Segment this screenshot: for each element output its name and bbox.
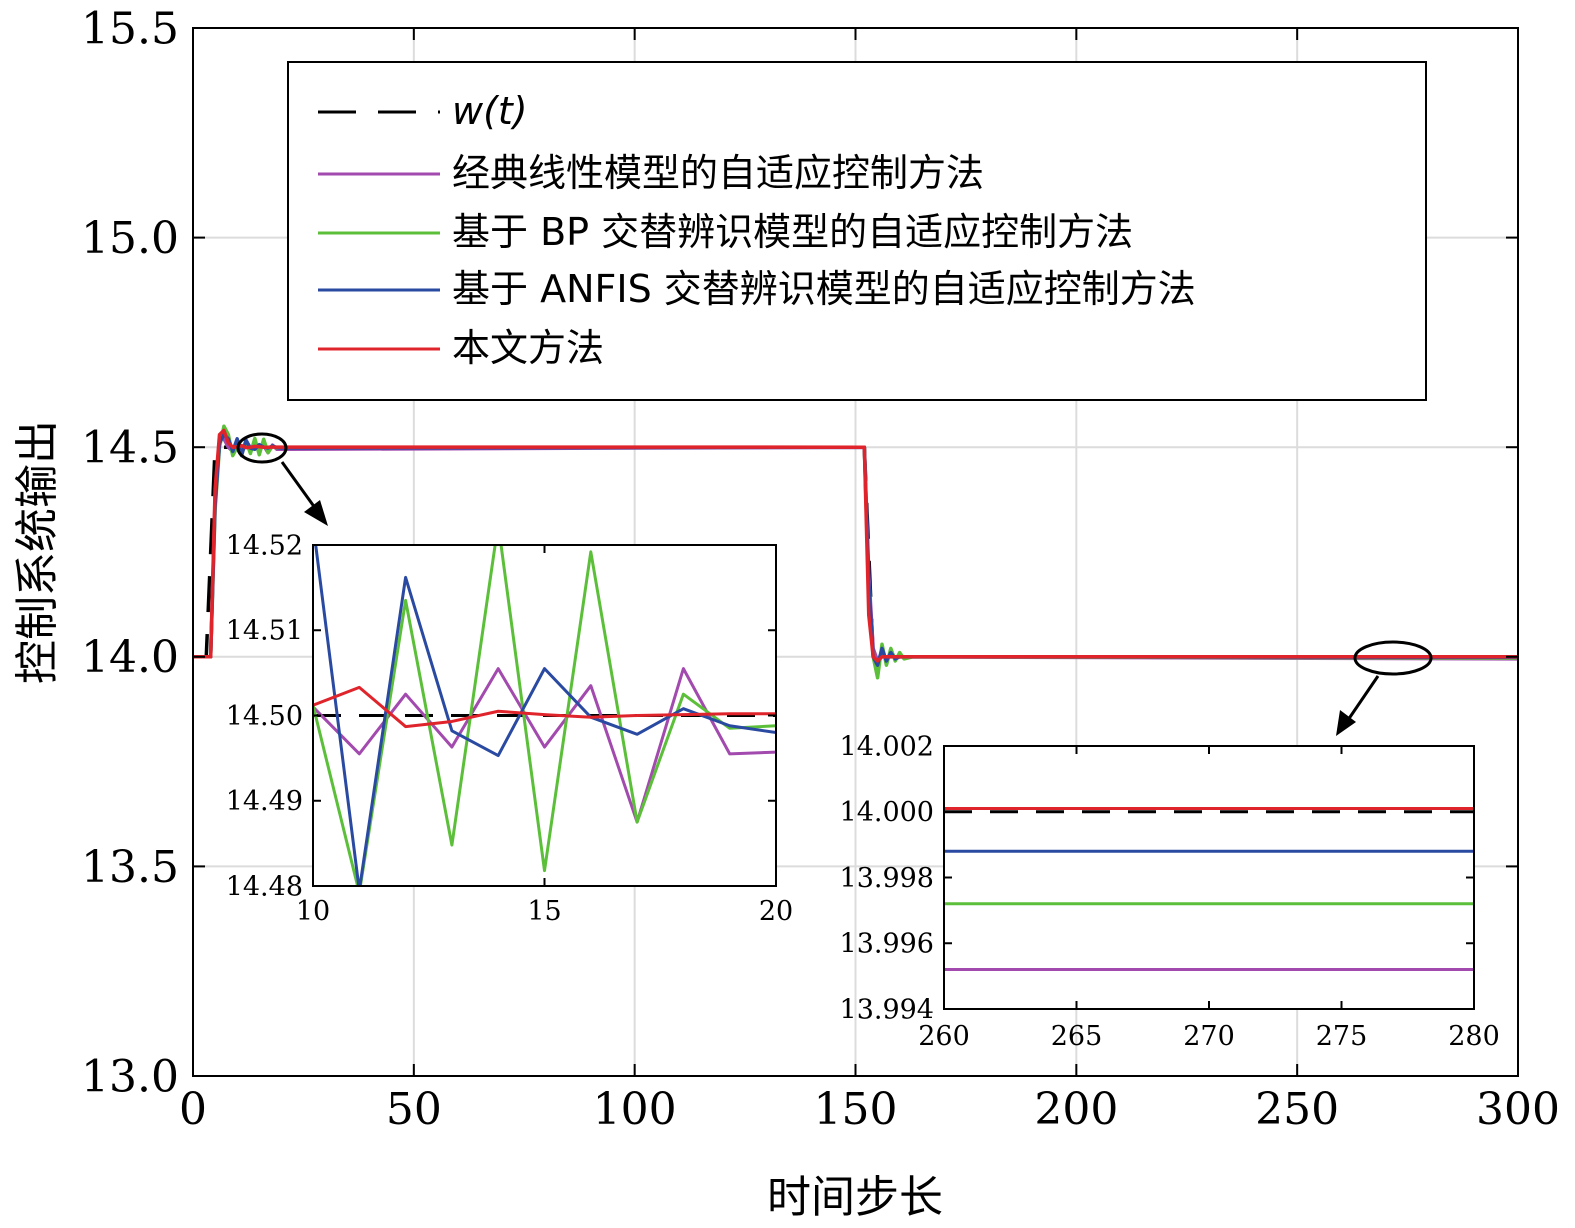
legend-label-classic: 经典线性模型的自适应控制方法 bbox=[452, 151, 984, 195]
zoom-annotations bbox=[236, 432, 1433, 736]
x-tick-label: 150 bbox=[814, 1084, 898, 1135]
main-plot-frame bbox=[192, 27, 1519, 1077]
y-tick-label: 13.5 bbox=[81, 842, 179, 893]
inset-right-frame bbox=[943, 745, 1475, 1010]
legend-label-proposed: 本文方法 bbox=[452, 326, 604, 370]
legend-label-bp: 基于 BP 交替辨识模型的自适应控制方法 bbox=[452, 210, 1133, 254]
zoom-ellipse-left bbox=[236, 432, 288, 464]
y-tick-label: 13.996 bbox=[840, 929, 934, 960]
y-tick-label: 14.48 bbox=[226, 871, 303, 902]
x-tick-label: 200 bbox=[1034, 1084, 1118, 1135]
y-tick-label: 13.994 bbox=[840, 994, 934, 1025]
y-tick-label: 14.002 bbox=[840, 731, 934, 762]
inset-left: 10 15 20 14.48 14.49 14.50 14.51 14.52 bbox=[226, 530, 793, 927]
y-tick-label: 14.50 bbox=[226, 701, 303, 732]
y-tick-label: 14.52 bbox=[226, 530, 303, 561]
x-tick-label: 20 bbox=[759, 896, 793, 927]
x-tick-label: 260 bbox=[918, 1021, 970, 1052]
y-tick-label: 13.0 bbox=[81, 1051, 179, 1102]
x-tick-label: 0 bbox=[179, 1084, 207, 1135]
inset-left-series-group bbox=[313, 545, 776, 886]
inset-right-series-group bbox=[944, 806, 1474, 972]
series-line-proposed bbox=[193, 428, 1518, 663]
y-tick-label: 15.0 bbox=[81, 213, 179, 264]
y-tick-label: 15.5 bbox=[81, 3, 179, 54]
x-tick-label: 280 bbox=[1448, 1021, 1500, 1052]
legend-box bbox=[287, 61, 1427, 401]
legend: w(t) 经典线性模型的自适应控制方法 基于 BP 交替辨识模型的自适应控制方法… bbox=[287, 61, 1427, 401]
legend-label-anfis: 基于 ANFIS 交替辨识模型的自适应控制方法 bbox=[452, 267, 1196, 311]
zoom-arrow-left bbox=[280, 461, 320, 513]
x-axis-label: 时间步长 bbox=[767, 1172, 943, 1223]
series-line-proposed bbox=[313, 685, 776, 729]
x-tick-label: 270 bbox=[1183, 1021, 1235, 1052]
series-line-bp bbox=[313, 545, 776, 886]
y-tick-label: 14.51 bbox=[226, 616, 303, 647]
inset-right-background bbox=[944, 746, 1474, 1009]
main-series-group bbox=[193, 424, 1518, 680]
x-tick-label: 15 bbox=[527, 896, 561, 927]
zoom-ellipse-right bbox=[1353, 640, 1433, 676]
legend-label-reference: w(t) bbox=[452, 89, 528, 133]
zoom-arrowhead-left bbox=[304, 500, 328, 526]
inset-left-frame bbox=[312, 544, 777, 887]
x-tick-label: 275 bbox=[1316, 1021, 1368, 1052]
zoom-arrow-right bbox=[1346, 675, 1380, 721]
y-axis-label: 控制系统输出 bbox=[12, 420, 63, 684]
zoom-arrowhead-right bbox=[1336, 710, 1356, 736]
x-tick-label: 250 bbox=[1255, 1084, 1339, 1135]
y-tick-label: 14.49 bbox=[226, 786, 303, 817]
y-tick-label: 14.000 bbox=[840, 797, 934, 828]
x-tick-label: 50 bbox=[386, 1084, 442, 1135]
x-tick-label: 10 bbox=[296, 896, 330, 927]
inset-right: 260 265 270 275 280 13.994 13.996 13.998 14.000 1… bbox=[840, 731, 1500, 1052]
y-tick-label: 14.0 bbox=[81, 632, 179, 683]
inset-right-ticks: 260 265 270 275 280 13.994 13.996 13.998 14.000 1… bbox=[840, 731, 1500, 1052]
main-ticks: 0 50 100 150 200 250 300 13.0 13.5 14.0 14.5 15.0 15… bbox=[81, 3, 1560, 1135]
x-tick-label: 300 bbox=[1476, 1084, 1560, 1135]
y-tick-label: 13.998 bbox=[840, 863, 934, 894]
x-tick-label: 265 bbox=[1051, 1021, 1103, 1052]
series-line-bp bbox=[193, 424, 1518, 680]
x-tick-label: 100 bbox=[593, 1084, 677, 1135]
y-tick-label: 14.5 bbox=[81, 423, 179, 474]
